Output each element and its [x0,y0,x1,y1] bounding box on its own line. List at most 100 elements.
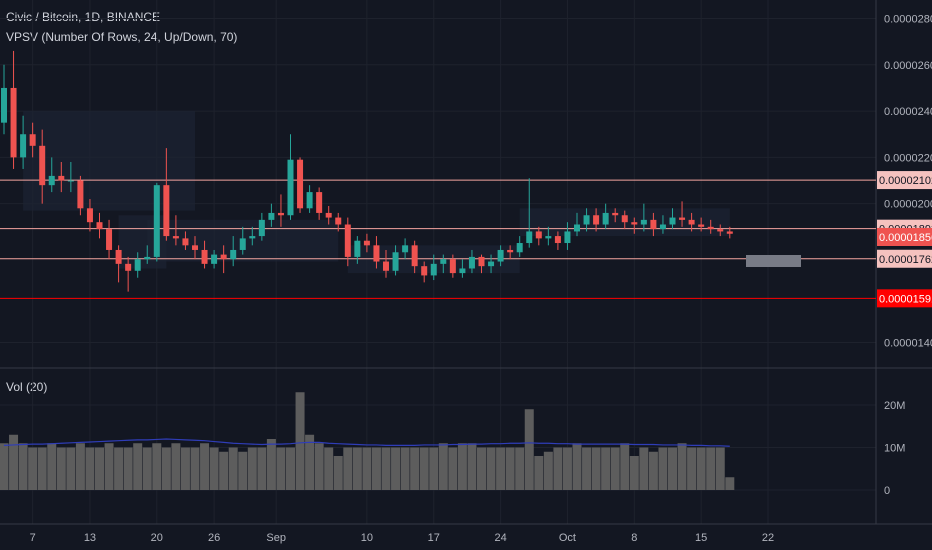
candle-body[interactable] [220,254,227,260]
candle-body[interactable] [125,263,132,271]
volume-bar[interactable] [524,409,534,490]
candle-body[interactable] [10,87,17,158]
candle-body[interactable] [430,263,437,276]
volume-bar[interactable] [448,447,458,491]
candle-body[interactable] [39,145,46,186]
volume-bar[interactable] [104,443,114,490]
volume-bar[interactable] [180,447,190,491]
candle-body[interactable] [574,224,580,232]
volume-bar[interactable] [352,447,362,491]
candle-body[interactable] [325,212,332,218]
candle-body[interactable] [239,238,246,250]
candle-body[interactable] [29,134,36,146]
candle-body[interactable] [172,236,179,239]
volume-bar[interactable] [591,447,601,491]
volume-bar[interactable] [343,447,353,491]
candle-body[interactable] [106,229,113,250]
volume-bar[interactable] [276,447,286,491]
volume-bar[interactable] [228,447,238,491]
candle-body[interactable] [612,212,619,216]
candle-body[interactable] [583,215,590,225]
volume-bar[interactable] [190,447,200,491]
volume-bar[interactable] [505,447,515,491]
volume-bar[interactable] [0,443,9,490]
volume-bar[interactable] [333,456,343,490]
volume-bar[interactable] [486,447,496,491]
candle-body[interactable] [516,243,523,253]
volume-bar[interactable] [582,447,592,491]
volume-bar[interactable] [438,443,448,490]
candle-body[interactable] [134,259,141,271]
volume-bar[interactable] [668,447,677,491]
volume-bar[interactable] [562,447,572,491]
candle-body[interactable] [564,231,571,244]
volume-bar[interactable] [266,439,276,490]
volume-bar[interactable] [305,434,315,490]
volume-bar[interactable] [620,443,630,490]
volume-bar[interactable] [95,447,104,491]
candle-body[interactable] [67,180,74,182]
volume-bar[interactable] [75,443,85,490]
volume-bar[interactable] [314,443,324,490]
volume-bar[interactable] [629,456,639,490]
candle-body[interactable] [383,261,389,271]
candle-body[interactable] [688,219,695,225]
volume-bar[interactable] [381,447,391,491]
candle-body[interactable] [363,240,370,246]
volume-bar[interactable] [553,447,563,491]
candle-body[interactable] [392,252,399,271]
candle-body[interactable] [659,224,666,230]
candle-body[interactable] [679,217,686,220]
candle-body[interactable] [316,192,323,213]
volume-bar[interactable] [219,451,229,490]
candle-body[interactable] [201,249,208,264]
candle-body[interactable] [306,192,313,209]
volume-bar[interactable] [410,447,420,491]
volume-bar[interactable] [496,447,506,491]
volume-bar[interactable] [286,447,295,491]
volume-bar[interactable] [658,447,668,491]
volume-bar[interactable] [142,447,152,491]
volume-bar[interactable] [37,447,47,491]
candle-body[interactable] [402,245,409,253]
candle-body[interactable] [478,256,485,267]
candle-body[interactable] [726,231,733,234]
candle-body[interactable] [440,259,447,264]
volume-bar[interactable] [114,447,124,491]
candle-body[interactable] [96,222,103,230]
candle-body[interactable] [230,249,237,260]
volume-bar[interactable] [429,447,439,491]
candle-body[interactable] [153,185,160,257]
candle-body[interactable] [717,229,724,232]
candle-body[interactable] [354,240,361,257]
candle-body[interactable] [669,217,676,225]
volume-bar[interactable] [123,447,133,491]
candle-body[interactable] [707,226,714,230]
candle-body[interactable] [602,212,609,225]
candle-body[interactable] [48,175,55,186]
volume-bar[interactable] [171,443,181,490]
volume-bar[interactable] [515,447,525,491]
volume-bar[interactable] [28,447,38,491]
candle-body[interactable] [249,236,256,239]
volume-bar[interactable] [601,447,611,491]
volume-bar[interactable] [534,456,544,490]
candle-body[interactable] [640,219,647,225]
volume-bar[interactable] [247,447,257,491]
volume-bar[interactable] [56,447,66,491]
volume-bar[interactable] [400,447,410,491]
volume-bar[interactable] [572,443,582,490]
candle-body[interactable] [163,185,170,237]
volume-bar[interactable] [152,443,162,490]
candle-body[interactable] [192,245,198,250]
volume-bar[interactable] [677,443,687,490]
candle-body[interactable] [554,236,561,244]
volume-bar[interactable] [161,447,171,491]
candle-body[interactable] [258,219,265,237]
candle-body[interactable] [144,256,151,260]
volume-bar[interactable] [648,451,658,490]
candle-body[interactable] [449,259,456,274]
volume-bar[interactable] [391,447,401,491]
volume-bar[interactable] [419,447,429,491]
